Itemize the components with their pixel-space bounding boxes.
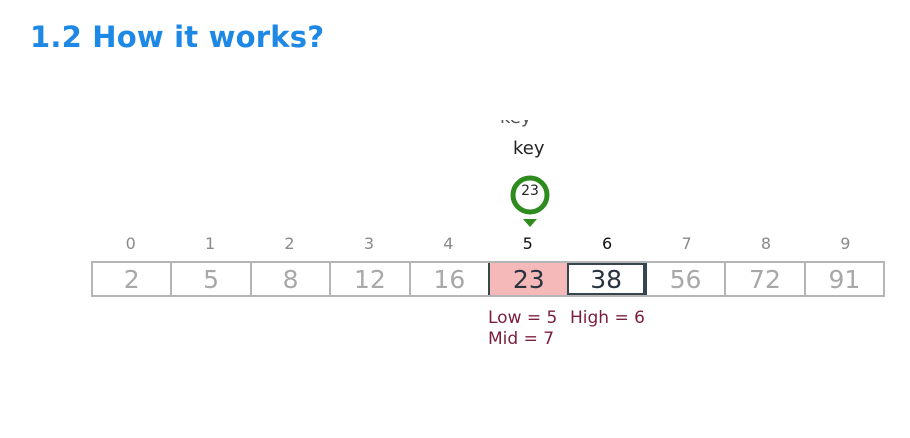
index-label-8: 8 [760,234,772,253]
key-marker-ring [510,175,550,215]
index-label-6: 6 [602,234,613,253]
array-cell-1: 5 [170,263,249,295]
index-label-9: 9 [840,234,851,253]
key-ghost-label: key [500,120,536,127]
index-label-3: 3 [363,234,375,253]
low-pointer-label: Low = 5 [488,308,558,328]
array-cell-3: 12 [329,263,408,295]
key-marker-pin-icon [510,175,550,227]
index-label-2: 2 [284,234,295,253]
array-cell-0: 2 [123,264,140,294]
array-cell-9: 91 [803,263,883,295]
key-label: key [513,138,545,159]
array-cell-5: 23 [488,263,568,295]
index-label-7: 7 [681,234,692,253]
mid-pointer-label: Mid = 7 [488,329,555,349]
array-cell-7: 56 [644,263,724,295]
high-pointer-label: High = 6 [570,308,645,328]
array-cell-4: 16 [408,263,488,295]
index-label-5: 5 [522,234,533,253]
sorted-array: 2 5 8 12 16 23 38 56 72 91 [91,261,885,297]
index-row: 0 1 2 3 4 5 6 7 8 9 [91,234,885,256]
section-heading: 1.2 How it works? [30,20,325,54]
key-value: 23 [521,183,539,199]
array-cell-6: 38 [567,263,645,295]
array-cell-2: 8 [249,263,329,295]
index-label-4: 4 [443,234,454,253]
array-cell-8: 72 [724,263,803,295]
key-marker-pointer [523,219,537,227]
key-ghost-text: key [500,120,532,127]
index-label-1: 1 [205,234,216,253]
index-label-0: 0 [125,234,136,253]
